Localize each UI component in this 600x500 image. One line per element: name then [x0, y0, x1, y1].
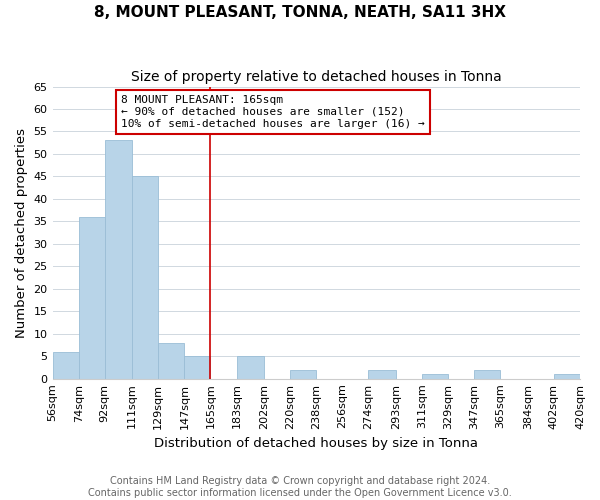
Bar: [422, 374, 448, 378]
Text: 8, MOUNT PLEASANT, TONNA, NEATH, SA11 3HX: 8, MOUNT PLEASANT, TONNA, NEATH, SA11 3H…: [94, 5, 506, 20]
Title: Size of property relative to detached houses in Tonna: Size of property relative to detached ho…: [131, 70, 502, 84]
Bar: [368, 370, 396, 378]
Bar: [53, 352, 79, 378]
Bar: [132, 176, 158, 378]
Bar: [554, 374, 580, 378]
Bar: [79, 217, 105, 378]
X-axis label: Distribution of detached houses by size in Tonna: Distribution of detached houses by size …: [154, 437, 478, 450]
Bar: [184, 356, 211, 378]
Bar: [105, 140, 132, 378]
Y-axis label: Number of detached properties: Number of detached properties: [15, 128, 28, 338]
Text: Contains HM Land Registry data © Crown copyright and database right 2024.
Contai: Contains HM Land Registry data © Crown c…: [88, 476, 512, 498]
Bar: [236, 356, 264, 378]
Text: 8 MOUNT PLEASANT: 165sqm
← 90% of detached houses are smaller (152)
10% of semi-: 8 MOUNT PLEASANT: 165sqm ← 90% of detach…: [121, 96, 425, 128]
Bar: [290, 370, 316, 378]
Bar: [158, 342, 184, 378]
Bar: [474, 370, 500, 378]
